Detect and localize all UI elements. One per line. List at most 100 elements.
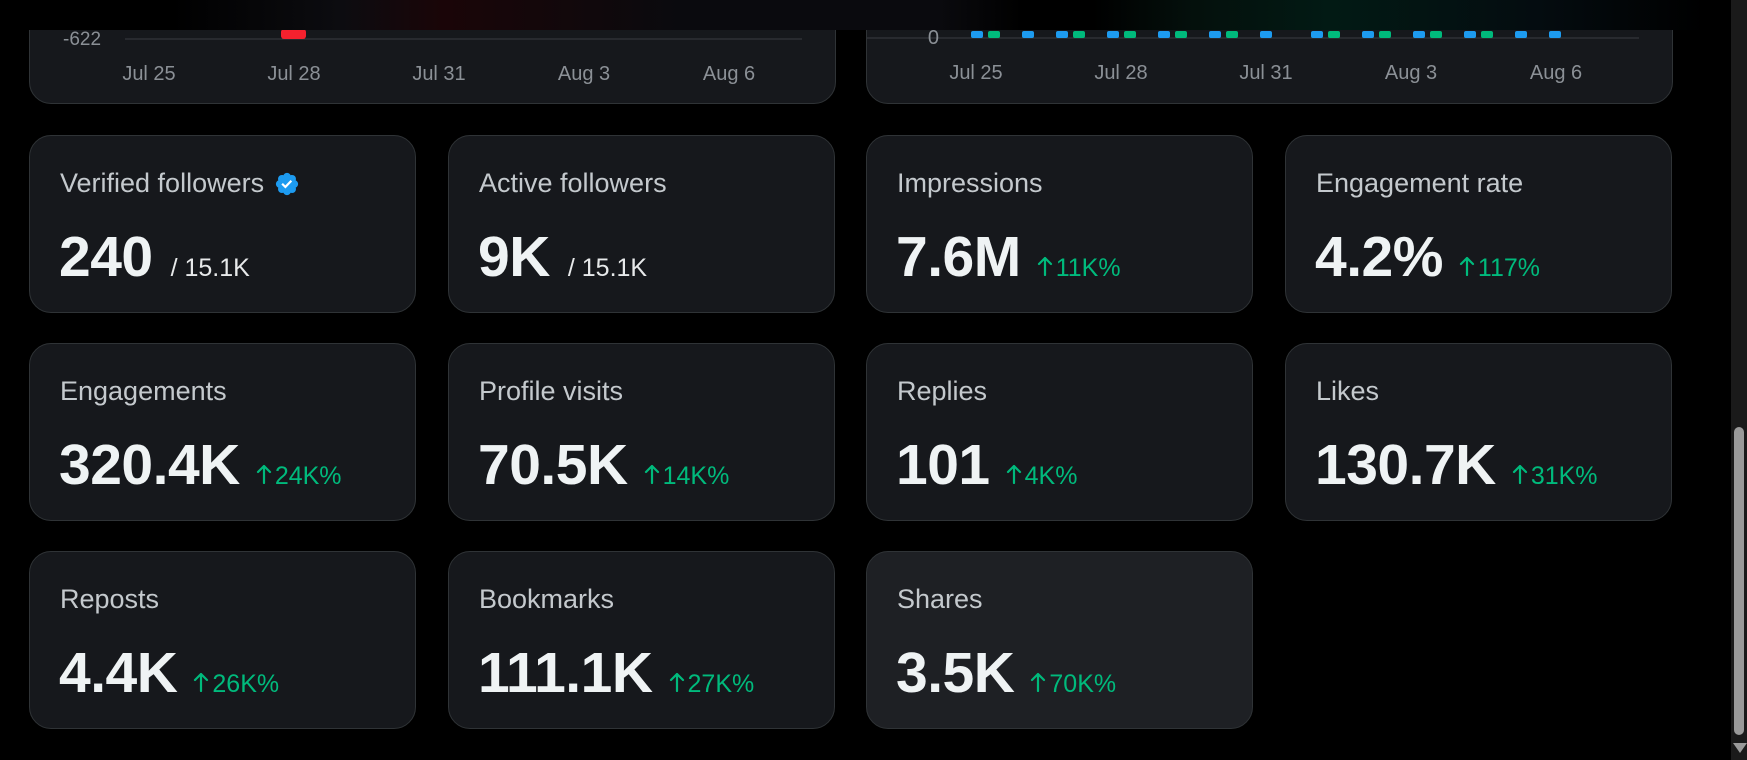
metric-change: 70K% bbox=[1030, 670, 1116, 699]
verified-badge-icon bbox=[274, 171, 300, 197]
metric-total: / 15.1K bbox=[567, 254, 648, 282]
metric-change-value: 14K% bbox=[662, 462, 730, 490]
metric-value-row: 4.4K 26K% bbox=[59, 640, 279, 706]
metric-change-value: 4K% bbox=[1024, 462, 1078, 490]
metric-title: Likes bbox=[1316, 376, 1379, 407]
metric-value: 240 bbox=[59, 225, 153, 289]
metric-card[interactable]: Active followers 9K / 15.1K bbox=[448, 135, 835, 313]
metric-change: 27K% bbox=[669, 670, 755, 699]
metric-title-text: Engagement rate bbox=[1316, 168, 1524, 198]
scrollbar[interactable] bbox=[1706, 0, 1747, 760]
chart-right-bar bbox=[1226, 31, 1238, 38]
metric-title: Impressions bbox=[897, 168, 1043, 199]
arrow-up-icon bbox=[1512, 462, 1528, 491]
chart-left-svg: -622 Jul 25 Jul 28 Jul 31 Aug 3 Aug 6 bbox=[63, 29, 802, 85]
chart-right-x-tick: Jul 25 bbox=[949, 62, 1002, 84]
chart-right-x-tick: Aug 3 bbox=[1385, 62, 1437, 84]
metric-change: 26K% bbox=[193, 670, 279, 699]
chart-right-bar bbox=[1362, 31, 1374, 38]
chart-right-bar bbox=[1175, 31, 1187, 38]
chart-left-x-tick: Jul 25 bbox=[122, 63, 175, 85]
chart-right-x-tick: Aug 6 bbox=[1530, 62, 1582, 84]
metric-card[interactable]: Reposts 4.4K 26K% bbox=[29, 551, 416, 729]
metric-title: Profile visits bbox=[479, 376, 623, 407]
scroll-down-arrow-icon[interactable] bbox=[1733, 743, 1747, 753]
metric-card[interactable]: Shares 3.5K 70K% bbox=[866, 551, 1253, 729]
metric-value-row: 70.5K 14K% bbox=[478, 432, 729, 498]
metric-title: Engagements bbox=[60, 376, 227, 407]
metric-value-row: 111.1K 27K% bbox=[478, 640, 754, 706]
chart-right-bar bbox=[1328, 31, 1340, 38]
chart-right-bar bbox=[971, 31, 983, 38]
chart-right-bar bbox=[1549, 31, 1561, 38]
metric-card[interactable]: Likes 130.7K 31K% bbox=[1285, 343, 1672, 521]
metric-card[interactable]: Bookmarks 111.1K 27K% bbox=[448, 551, 835, 729]
metric-change: 14K% bbox=[644, 462, 730, 491]
metric-card[interactable]: Profile visits 70.5K 14K% bbox=[448, 343, 835, 521]
metric-change: 4K% bbox=[1006, 462, 1078, 491]
metric-title-text: Likes bbox=[1316, 376, 1380, 406]
chart-left-bar bbox=[281, 29, 306, 39]
chart-right-bar bbox=[1260, 31, 1272, 38]
metric-value-row: 3.5K 70K% bbox=[896, 640, 1116, 706]
metric-value: 3.5K bbox=[896, 641, 1015, 705]
metric-value: 70.5K bbox=[478, 433, 628, 497]
metric-title-text: Bookmarks bbox=[479, 584, 615, 614]
metric-change-value: 27K% bbox=[687, 670, 755, 698]
chart-right-svg: 0 Jul 25 Jul 28 Jul 31 Aug 3 Aug 6 bbox=[867, 27, 1639, 84]
metric-change: 11K% bbox=[1037, 254, 1121, 283]
scrollbar-thumb[interactable] bbox=[1734, 427, 1744, 735]
chart-right-y-tick: 0 bbox=[928, 27, 939, 49]
chart-right-bar bbox=[1158, 31, 1170, 38]
metric-value: 7.6M bbox=[896, 225, 1021, 289]
metric-title-text: Impressions bbox=[897, 168, 1043, 198]
metric-card[interactable]: Verified followers 240 / 15.1K bbox=[29, 135, 416, 313]
chart-right-bar bbox=[1022, 31, 1034, 38]
metric-title: Shares bbox=[897, 584, 983, 615]
chart-right-bar bbox=[1413, 31, 1425, 38]
metric-value-row: 9K / 15.1K bbox=[478, 224, 647, 290]
metric-value: 111.1K bbox=[478, 641, 653, 705]
metric-change-value: 24K% bbox=[274, 462, 342, 490]
metric-title-text: Verified followers bbox=[60, 168, 265, 198]
metric-value: 320.4K bbox=[59, 433, 240, 497]
chart-right-bar bbox=[1107, 31, 1119, 38]
metric-value-row: 4.2% 117% bbox=[1315, 224, 1540, 290]
chart-right-bar bbox=[1209, 31, 1221, 38]
metric-card[interactable]: Replies 101 4K% bbox=[866, 343, 1253, 521]
metric-title: Engagement rate bbox=[1316, 168, 1523, 199]
chart-right-bar bbox=[1124, 31, 1136, 38]
arrow-up-icon bbox=[1006, 462, 1022, 491]
arrow-up-icon bbox=[193, 670, 209, 699]
chart-right-bar bbox=[1464, 31, 1476, 38]
metric-title-text: Replies bbox=[897, 376, 988, 406]
chart-right-bar bbox=[1481, 31, 1493, 38]
metric-value-row: 240 / 15.1K bbox=[59, 224, 250, 290]
metric-card[interactable]: Engagement rate 4.2% 117% bbox=[1285, 135, 1672, 313]
metric-change-value: 70K% bbox=[1049, 670, 1117, 698]
metric-change-value: 26K% bbox=[212, 670, 280, 698]
chart-left-x-tick: Jul 31 bbox=[412, 63, 465, 85]
metric-value: 9K bbox=[478, 225, 550, 289]
metric-title-text: Profile visits bbox=[479, 376, 624, 406]
metric-value-row: 7.6M 11K% bbox=[896, 224, 1121, 290]
arrow-up-icon bbox=[256, 462, 272, 491]
metric-card[interactable]: Impressions 7.6M 11K% bbox=[866, 135, 1253, 313]
metric-value: 4.4K bbox=[59, 641, 178, 705]
metric-change-value: 11K% bbox=[1055, 254, 1121, 282]
metric-title: Reposts bbox=[60, 584, 159, 615]
arrow-up-icon bbox=[644, 462, 660, 491]
arrow-up-icon bbox=[669, 670, 685, 699]
metric-value: 101 bbox=[896, 433, 990, 497]
chart-right-bar bbox=[1056, 31, 1068, 38]
metric-change-value: 117% bbox=[1477, 254, 1541, 282]
chart-right-bar bbox=[1379, 31, 1391, 38]
metric-total: / 15.1K bbox=[170, 254, 250, 282]
metric-value: 130.7K bbox=[1315, 433, 1496, 497]
metric-title: Bookmarks bbox=[479, 584, 614, 615]
metric-card[interactable]: Engagements 320.4K 24K% bbox=[29, 343, 416, 521]
chart-left-y-tick: -622 bbox=[63, 29, 101, 50]
metric-title-text: Reposts bbox=[60, 584, 160, 614]
metric-change-value: 31K% bbox=[1530, 462, 1598, 490]
metric-value: 4.2% bbox=[1315, 225, 1443, 289]
